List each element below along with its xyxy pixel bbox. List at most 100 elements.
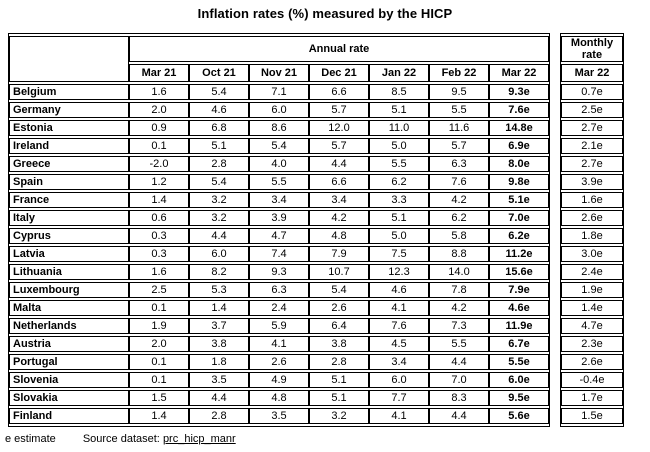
value-cell: 7.6e — [489, 102, 549, 118]
value-cell: 1.6 — [129, 264, 189, 280]
value-cell: 2.4 — [249, 300, 309, 316]
value-cell: 4.1 — [369, 300, 429, 316]
value-cell: 5.5 — [249, 174, 309, 190]
value-cell: 3.5 — [249, 408, 309, 424]
value-cell: 0.1 — [129, 300, 189, 316]
value-cell: 4.4 — [429, 408, 489, 424]
monthly-table-row: 1.8e — [561, 228, 623, 244]
table-row: Estonia 0.9 6.8 8.6 12.0 11.0 11.6 14.8e — [9, 120, 549, 136]
value-cell: 6.7e — [489, 336, 549, 352]
value-cell: 8.8 — [429, 246, 489, 262]
monthly-value-cell: 1.7e — [561, 390, 623, 406]
monthly-table-row: 2.1e — [561, 138, 623, 154]
value-cell: 7.5 — [369, 246, 429, 262]
value-cell: 2.0 — [129, 336, 189, 352]
value-cell: 7.8 — [429, 282, 489, 298]
value-cell: 5.5 — [369, 156, 429, 172]
value-cell: 6.0 — [189, 246, 249, 262]
value-cell: 6.6 — [309, 84, 369, 100]
value-cell: 0.3 — [129, 246, 189, 262]
value-cell: 7.6 — [429, 174, 489, 190]
value-cell: 0.6 — [129, 210, 189, 226]
value-cell: 6.3 — [429, 156, 489, 172]
value-cell: 1.2 — [129, 174, 189, 190]
corner-empty-cell — [9, 36, 129, 82]
value-cell: 9.8e — [489, 174, 549, 190]
monthly-table-row: 1.5e — [561, 408, 623, 424]
monthly-value-cell: 2.1e — [561, 138, 623, 154]
monthly-table-row: 1.4e — [561, 300, 623, 316]
value-cell: 5.4 — [249, 138, 309, 154]
annual-rate-group-header: Annual rate — [129, 36, 549, 62]
value-cell: 7.0 — [429, 372, 489, 388]
column-header-mar22: Mar 22 — [489, 64, 549, 82]
value-cell: 7.1 — [249, 84, 309, 100]
value-cell: 4.7 — [249, 228, 309, 244]
value-cell: 3.4 — [249, 192, 309, 208]
value-cell: 8.0e — [489, 156, 549, 172]
value-cell: 5.3 — [189, 282, 249, 298]
value-cell: 5.9 — [249, 318, 309, 334]
value-cell: 4.4 — [189, 228, 249, 244]
value-cell: 5.7 — [429, 138, 489, 154]
country-cell: Greece — [9, 156, 129, 172]
value-cell: 5.1e — [489, 192, 549, 208]
value-cell: 11.6 — [429, 120, 489, 136]
monthly-value-cell: -0.4e — [561, 372, 623, 388]
monthly-group-header-row: Monthly rate — [561, 36, 623, 62]
country-cell: Austria — [9, 336, 129, 352]
value-cell: 6.9e — [489, 138, 549, 154]
value-cell: 6.4 — [309, 318, 369, 334]
country-cell: Italy — [9, 210, 129, 226]
monthly-value-cell: 2.7e — [561, 156, 623, 172]
value-cell: 9.5 — [429, 84, 489, 100]
value-cell: 4.8 — [309, 228, 369, 244]
value-cell: 4.8 — [249, 390, 309, 406]
value-cell: 9.3 — [249, 264, 309, 280]
source-dataset-link[interactable]: prc_hicp_manr — [162, 433, 236, 445]
annual-table-head: Annual rate Mar 21 Oct 21 Nov 21 Dec 21 … — [9, 36, 549, 82]
annual-table-body: Belgium 1.6 5.4 7.1 6.6 8.5 9.5 9.3e Germany 2.0 4… — [9, 84, 549, 424]
source-group: Source dataset: prc_hicp_manr — [83, 433, 236, 445]
country-cell: Malta — [9, 300, 129, 316]
table-row: Greece -2.0 2.8 4.0 4.4 5.5 6.3 8.0e — [9, 156, 549, 172]
value-cell: 6.0e — [489, 372, 549, 388]
table-row: Germany 2.0 4.6 6.0 5.7 5.1 5.5 7.6e — [9, 102, 549, 118]
value-cell: 4.0 — [249, 156, 309, 172]
value-cell: 7.0e — [489, 210, 549, 226]
month-header-row: Mar 21 Oct 21 Nov 21 Dec 21 Jan 22 Feb 2… — [9, 64, 549, 82]
value-cell: 4.1 — [249, 336, 309, 352]
table-row: Slovenia 0.1 3.5 4.9 5.1 6.0 7.0 6.0e — [9, 372, 549, 388]
table-row: Ireland 0.1 5.1 5.4 5.7 5.0 5.7 6.9e — [9, 138, 549, 154]
value-cell: 6.2 — [369, 174, 429, 190]
monthly-table-row: 3.0e — [561, 246, 623, 262]
value-cell: 6.0 — [249, 102, 309, 118]
value-cell: 5.1 — [309, 390, 369, 406]
value-cell: 8.6 — [249, 120, 309, 136]
value-cell: 3.4 — [369, 354, 429, 370]
value-cell: 1.4 — [189, 300, 249, 316]
value-cell: 5.4 — [189, 174, 249, 190]
country-cell: Netherlands — [9, 318, 129, 334]
value-cell: 4.6e — [489, 300, 549, 316]
value-cell: 3.2 — [309, 408, 369, 424]
monthly-table-row: 4.7e — [561, 318, 623, 334]
country-cell: Belgium — [9, 84, 129, 100]
value-cell: 5.7 — [309, 138, 369, 154]
value-cell: 9.3e — [489, 84, 549, 100]
value-cell: 10.7 — [309, 264, 369, 280]
value-cell: 4.6 — [189, 102, 249, 118]
monthly-table-head: Monthly rate Mar 22 — [561, 36, 623, 82]
page-title: Inflation rates (%) measured by the HICP — [197, 6, 453, 21]
monthly-value-cell: 0.7e — [561, 84, 623, 100]
monthly-table-row: 1.6e — [561, 192, 623, 208]
value-cell: 11.0 — [369, 120, 429, 136]
table-row: Malta 0.1 1.4 2.4 2.6 4.1 4.2 4.6e — [9, 300, 549, 316]
country-cell: Slovakia — [9, 390, 129, 406]
monthly-table-row: 0.7e — [561, 84, 623, 100]
value-cell: 5.6e — [489, 408, 549, 424]
value-cell: 1.9 — [129, 318, 189, 334]
estimate-note: e estimate — [5, 433, 56, 445]
value-cell: 7.9 — [309, 246, 369, 262]
value-cell: 5.5e — [489, 354, 549, 370]
